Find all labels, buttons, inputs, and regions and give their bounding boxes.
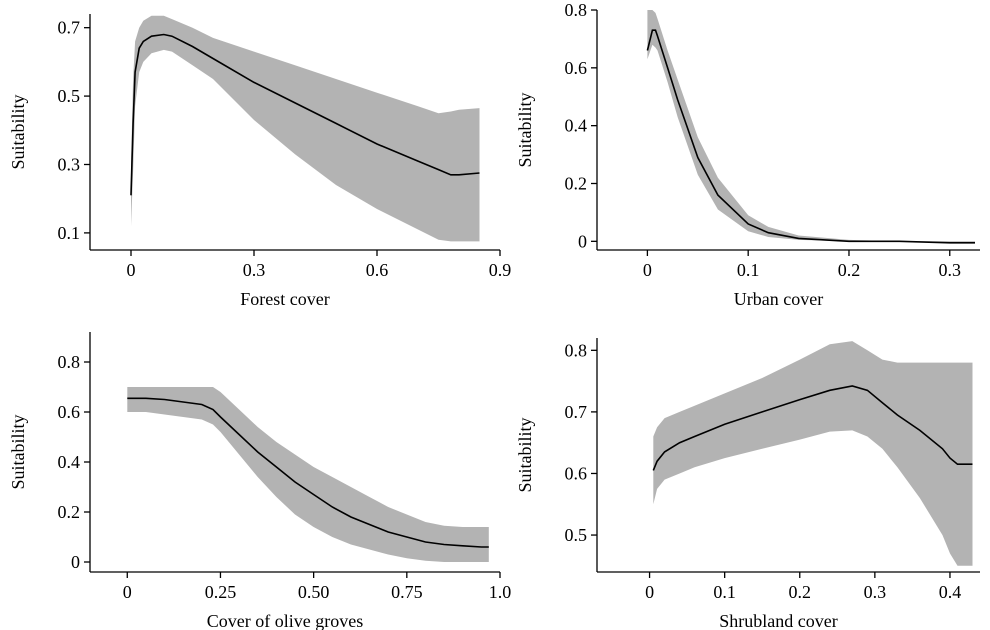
x-tick-label: 0 <box>127 260 136 280</box>
y-tick-label: 0.1 <box>58 223 81 243</box>
confidence-band <box>131 15 480 242</box>
y-tick-label: 0.5 <box>58 86 81 106</box>
x-axis-label: Cover of olive groves <box>207 611 363 630</box>
y-axis-label: Suitability <box>515 417 535 492</box>
y-tick-label: 0.8 <box>565 0 588 20</box>
x-axis-label: Forest cover <box>240 289 329 309</box>
x-tick-label: 0 <box>123 582 132 602</box>
x-tick-label: 0.50 <box>298 582 330 602</box>
y-tick-label: 0.3 <box>58 154 81 174</box>
response-curve <box>646 29 975 244</box>
y-tick-label: 0.6 <box>565 58 588 78</box>
subplot-2: 0 0.1 0.2 0.3 0 0.2 0.4 0.6 0.8 Urban cover Suitab… <box>515 0 980 309</box>
x-tick-label: 0.2 <box>838 260 861 280</box>
y-tick-label: 0.5 <box>565 525 588 545</box>
x-tick-label: 0.3 <box>939 260 962 280</box>
x-tick-label: 1.0 <box>489 582 512 602</box>
y-axis-label: Suitability <box>8 94 28 169</box>
x-tick-label: 0.3 <box>243 260 266 280</box>
subplot-1: 0 0.3 0.6 0.9 0.1 0.3 0.5 0.7 Forest cover Suitab… <box>8 14 511 309</box>
y-tick-label: 0.6 <box>565 463 588 483</box>
x-tick-label: 0.6 <box>366 260 389 280</box>
x-axis-label: Urban cover <box>734 289 823 309</box>
x-tick-label: 0.9 <box>489 260 512 280</box>
confidence-band <box>127 387 489 562</box>
response-curve <box>127 397 489 548</box>
confidence-band <box>647 10 975 243</box>
response-curve <box>652 385 973 471</box>
y-tick-label: 0.2 <box>565 173 588 193</box>
y-tick-label: 0 <box>71 552 80 572</box>
y-tick-label: 0.6 <box>58 402 81 422</box>
y-tick-label: 0.8 <box>58 352 81 372</box>
y-tick-label: 0.7 <box>58 18 81 38</box>
y-tick-label: 0.4 <box>58 452 81 472</box>
y-axis-label: Suitability <box>8 414 28 489</box>
subplot-4: 0 0.1 0.2 0.3 0.4 0.5 0.6 0.7 0.8 Shrubland cover… <box>515 338 980 630</box>
y-tick-label: 0.8 <box>565 340 588 360</box>
response-curve <box>130 33 480 196</box>
x-tick-label: 0.3 <box>864 582 887 602</box>
x-tick-label: 0 <box>645 582 654 602</box>
y-axis-label: Suitability <box>515 92 535 167</box>
x-tick-label: 0.4 <box>939 582 962 602</box>
y-tick-label: 0.2 <box>58 502 81 522</box>
x-tick-label: 0 <box>643 260 652 280</box>
y-tick-label: 0 <box>578 231 587 251</box>
x-tick-label: 0.2 <box>789 582 812 602</box>
x-tick-label: 0.1 <box>737 260 760 280</box>
subplot-3: 0 0.25 0.50 0.75 1.0 0 0.2 0.4 0.6 0.8 Cover of ol… <box>8 332 511 630</box>
x-axis-label: Shrubland cover <box>719 611 837 630</box>
x-tick-label: 0.75 <box>391 582 423 602</box>
y-tick-label: 0.4 <box>565 116 588 136</box>
confidence-band <box>653 341 973 566</box>
x-tick-label: 0.1 <box>713 582 736 602</box>
y-tick-label: 0.7 <box>565 402 588 422</box>
x-tick-label: 0.25 <box>205 582 237 602</box>
